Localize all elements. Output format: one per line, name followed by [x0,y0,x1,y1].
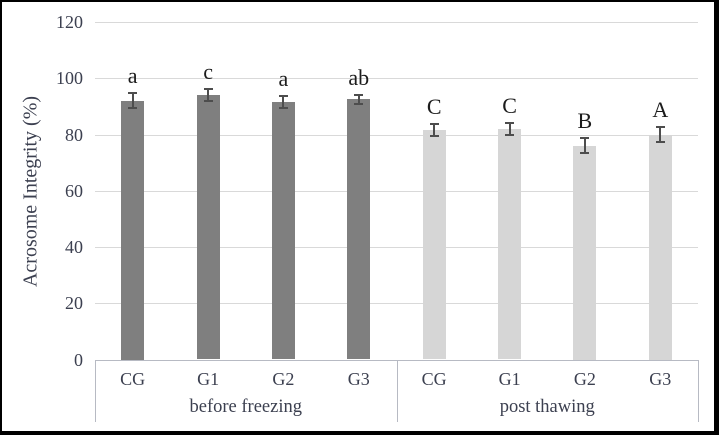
category-label: G2 [573,368,596,389]
error-bar-cap [128,107,138,110]
significance-letter: c [203,59,213,85]
y-tick-label: 40 [65,237,83,257]
significance-letter: ab [348,64,370,90]
bar [121,100,145,360]
category-label: G3 [649,368,672,389]
error-bar-cap [505,133,515,136]
significance-letter: C [426,94,442,120]
significance-letter: a [127,63,138,89]
bar [347,99,371,360]
y-tick-label: 20 [65,293,83,314]
category-separator [396,359,398,422]
error-bar-cap [354,93,364,96]
y-tick-label: 80 [65,124,83,145]
error-bar-cap [655,140,665,143]
category-label: G3 [347,368,370,389]
gridline [95,22,698,23]
gridline [95,247,698,248]
gridline [95,190,698,192]
error-bar-cap [203,100,213,103]
error-bar [508,121,511,136]
error-bar [659,126,662,143]
category-label: CG [120,368,146,389]
category-label: G1 [197,368,220,389]
error-bar [131,92,134,110]
error-bar-cap [429,135,439,138]
bar-chart: Acrosome Integrity (%) 0 20 40 60 80 100 120 a C… [2,2,714,431]
category-label: CG [421,368,447,389]
y-tick-label: 100 [56,68,83,89]
error-bar-cap [354,103,364,105]
gridline [95,303,698,305]
error-bar [433,123,436,138]
error-bar [357,93,360,105]
error-bar-cap [580,152,590,155]
significance-letter: B [577,108,593,134]
bar [573,145,597,360]
category-label: G2 [272,368,295,389]
error-bar-cap [429,123,439,126]
error-bar [583,137,586,155]
error-bar [282,95,285,110]
category-label: G1 [498,368,521,389]
error-bar-cap [203,88,213,91]
significance-letter: A [652,97,669,123]
bar [498,128,522,360]
axis-group-label: post thawing [499,396,595,417]
category-separator [95,359,96,422]
error-bar-cap [505,121,515,124]
significance-letter: C [502,92,517,118]
significance-letter: a [278,66,289,92]
category-separator [698,359,699,422]
gridline [95,134,698,136]
error-bar-cap [128,92,138,95]
gridline [95,78,698,80]
bar [422,130,446,360]
error-bar [207,88,210,103]
y-tick-label: 0 [74,349,83,370]
bar [196,95,220,360]
y-tick-label: 60 [65,180,83,201]
error-bar-cap [278,107,288,110]
bar [648,134,672,360]
axis-group-label: before freezing [189,396,302,417]
bar [271,102,295,360]
error-bar-cap [580,137,590,140]
y-tick-label: 120 [56,12,83,32]
error-bar-cap [655,126,665,129]
error-bar-cap [278,95,288,98]
